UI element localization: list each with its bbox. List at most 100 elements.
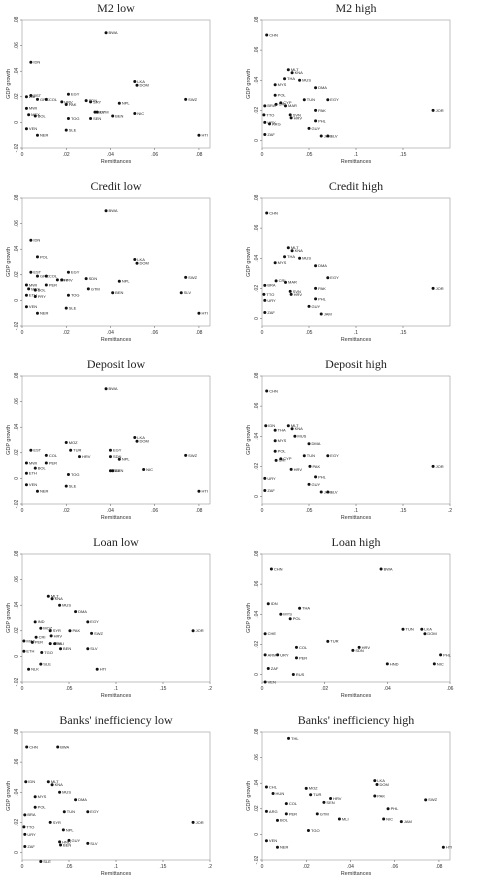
x-tick-label: .15 bbox=[160, 864, 167, 870]
data-point bbox=[275, 818, 279, 822]
point-label: DMA bbox=[78, 609, 87, 614]
data-point bbox=[59, 647, 63, 651]
chart-panel: Banks' inefficiency low 0 .02 .04 .06 .08 0 .05… bbox=[6, 713, 212, 877]
point-label: CRI bbox=[279, 102, 286, 107]
data-point bbox=[24, 305, 28, 309]
point-label: HND bbox=[62, 839, 71, 844]
data-point bbox=[386, 807, 390, 811]
point-label: MYS bbox=[278, 82, 287, 87]
point-label: DOM bbox=[380, 782, 389, 787]
point-label: HRV bbox=[64, 99, 73, 104]
point-label: NER bbox=[40, 311, 49, 316]
data-point bbox=[179, 291, 183, 295]
data-point bbox=[104, 209, 108, 213]
y-tick-label: -.02 bbox=[254, 855, 260, 864]
point-label: NER bbox=[280, 845, 289, 850]
x-tick-label: .15 bbox=[400, 330, 407, 336]
point-label: COL bbox=[299, 645, 308, 650]
data-point bbox=[117, 101, 121, 105]
x-tick-label: .15 bbox=[400, 152, 407, 158]
data-point bbox=[276, 653, 280, 657]
y-tick-label: .08 bbox=[14, 16, 20, 23]
data-point bbox=[55, 278, 59, 282]
x-tick-label: .05 bbox=[66, 686, 73, 692]
point-label: BEN bbox=[63, 646, 71, 651]
point-label: JOR bbox=[436, 464, 444, 469]
x-axis-label: Remittances bbox=[341, 337, 372, 343]
data-point bbox=[304, 786, 308, 790]
y-tick-label: 0 bbox=[254, 673, 260, 676]
point-label: ETH bbox=[26, 649, 34, 654]
point-label: TTO bbox=[266, 292, 274, 297]
point-label: ZAF bbox=[27, 844, 35, 849]
point-label: VEN bbox=[29, 304, 37, 309]
data-point bbox=[264, 785, 268, 789]
data-point bbox=[22, 639, 26, 643]
y-axis-label: GDP growth bbox=[246, 603, 252, 633]
data-point bbox=[142, 467, 146, 471]
point-label: GUY bbox=[312, 482, 321, 487]
point-label: ARM bbox=[268, 652, 277, 657]
data-point bbox=[294, 645, 298, 649]
point-label: GTM bbox=[91, 286, 100, 291]
point-label: HRV bbox=[64, 277, 73, 282]
data-point bbox=[74, 798, 78, 802]
data-point bbox=[432, 662, 436, 666]
chart-title: Loan high bbox=[332, 535, 381, 549]
data-point bbox=[326, 98, 330, 102]
data-point bbox=[35, 274, 39, 278]
x-tick-label: .02 bbox=[303, 864, 310, 870]
data-point bbox=[111, 291, 115, 295]
data-point bbox=[263, 653, 267, 657]
data-point bbox=[197, 311, 201, 315]
data-point bbox=[431, 464, 435, 468]
point-label: SLV bbox=[113, 468, 121, 473]
data-point bbox=[265, 33, 269, 37]
data-point bbox=[337, 817, 341, 821]
data-point bbox=[309, 793, 313, 797]
point-label: HRV bbox=[294, 467, 303, 472]
point-label: TUN bbox=[307, 97, 315, 102]
data-point bbox=[319, 312, 323, 316]
point-label: MUS bbox=[302, 78, 311, 83]
point-label: JAM bbox=[324, 311, 332, 316]
x-tick-label: 0 bbox=[21, 152, 24, 158]
data-point bbox=[40, 651, 44, 655]
data-point bbox=[273, 449, 277, 453]
point-label: CHN bbox=[29, 744, 38, 749]
point-label: EGY bbox=[71, 92, 80, 97]
chart-title: Credit high bbox=[329, 179, 383, 193]
y-tick-label: .02 bbox=[14, 449, 20, 456]
data-point bbox=[53, 642, 57, 646]
y-tick-label: .04 bbox=[254, 611, 260, 618]
data-point bbox=[288, 617, 292, 621]
x-tick-label: .06 bbox=[391, 864, 398, 870]
data-point bbox=[64, 306, 68, 310]
data-point bbox=[23, 832, 27, 836]
point-label: LKA bbox=[377, 778, 385, 783]
data-point bbox=[60, 278, 64, 282]
x-tick-label: .15 bbox=[400, 508, 407, 514]
point-label: SDN bbox=[355, 648, 364, 653]
point-label: IDN bbox=[28, 779, 35, 784]
data-point bbox=[288, 113, 292, 117]
x-tick-label: 0 bbox=[261, 152, 264, 158]
point-label: HTI bbox=[446, 845, 452, 850]
data-point bbox=[269, 567, 273, 571]
data-point bbox=[319, 490, 323, 494]
data-point bbox=[90, 631, 94, 635]
data-point bbox=[266, 666, 270, 670]
data-point bbox=[117, 279, 121, 283]
y-axis-label: GDP growth bbox=[246, 781, 252, 811]
data-point bbox=[44, 453, 48, 457]
data-point bbox=[25, 745, 29, 749]
data-point bbox=[273, 93, 277, 97]
data-point bbox=[262, 113, 266, 117]
x-tick-label: 0 bbox=[261, 508, 264, 514]
data-point bbox=[439, 653, 443, 657]
point-label: BRA bbox=[267, 103, 276, 108]
data-point bbox=[302, 454, 306, 458]
point-label: THA bbox=[278, 428, 286, 433]
chart-panel: M2 low-.020.02.04.06.080.02.04.06.08Remi… bbox=[6, 1, 211, 165]
data-point bbox=[39, 860, 43, 864]
